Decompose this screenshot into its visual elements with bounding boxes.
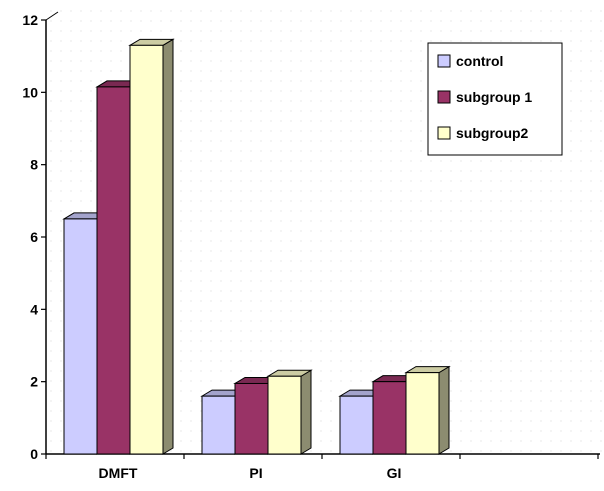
legend-swatch (437, 54, 451, 68)
bar-side (300, 369, 312, 455)
bar-front (63, 218, 98, 455)
y-ticks: 0 2 4 6 8 10 12 (22, 12, 46, 462)
y-tick-label: 6 (30, 229, 38, 245)
x-ticks (45, 454, 599, 459)
y-tick-label: 10 (22, 84, 38, 100)
bar-dmft-subgroup2 (128, 38, 175, 455)
bar-front (201, 395, 236, 455)
bar-front (339, 395, 374, 455)
y-tick-label: 0 (30, 446, 38, 462)
bar-front (234, 382, 269, 455)
bar-side (162, 38, 174, 455)
legend-swatch (437, 90, 451, 104)
y-tick-label: 12 (22, 12, 38, 28)
y-tick-label: 4 (30, 301, 38, 317)
legend-label: subgroup2 (456, 125, 529, 141)
x-axis (45, 453, 600, 459)
category-label: PI (249, 465, 262, 481)
y-axis: 0 2 4 6 8 10 12 (22, 11, 59, 462)
category-label: GI (387, 465, 402, 481)
legend-swatch (437, 126, 451, 140)
bar-side (438, 365, 450, 455)
legend-label: control (456, 53, 503, 69)
category-label: DMFT (99, 465, 138, 481)
legend: control subgroup 1 subgroup2 (427, 42, 563, 156)
bar-front (405, 372, 440, 455)
legend-item: subgroup2 (437, 125, 529, 141)
bar-gi-subgroup2 (404, 365, 451, 455)
legend-item: control (437, 53, 503, 69)
bar-front (267, 375, 302, 455)
bar-pi-subgroup2 (266, 369, 313, 455)
legend-item: subgroup 1 (437, 89, 532, 105)
bars (62, 38, 451, 455)
y-axis-back-line (45, 11, 59, 21)
legend-label: subgroup 1 (456, 89, 532, 105)
bar-front (96, 86, 131, 455)
y-tick-label: 8 (30, 157, 38, 173)
category-labels: DMFT PI GI (99, 465, 402, 481)
y-tick-label: 2 (30, 374, 38, 390)
bar-front (129, 44, 164, 455)
bar-front (372, 381, 407, 455)
